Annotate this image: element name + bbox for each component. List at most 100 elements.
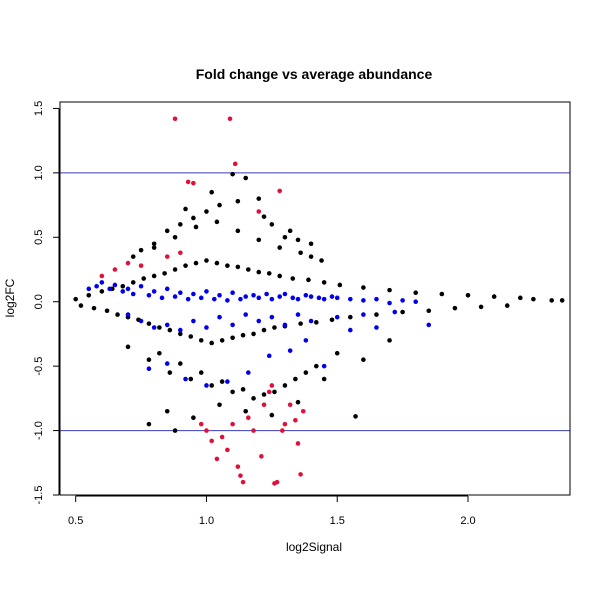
data-point: [243, 312, 248, 317]
data-point: [91, 305, 97, 311]
data-point: [282, 322, 288, 328]
data-point: [204, 209, 209, 214]
data-point: [314, 320, 319, 325]
data-point: [225, 379, 230, 384]
data-point: [230, 322, 235, 328]
data-point: [298, 250, 303, 256]
reference-lines: [60, 172, 570, 432]
data-point: [298, 472, 303, 477]
data-point: [125, 312, 131, 317]
data-point: [426, 322, 432, 328]
data-point: [225, 447, 230, 453]
data-point: [157, 350, 162, 356]
data-point: [191, 415, 196, 420]
data-point: [251, 428, 256, 433]
data-point: [172, 267, 178, 272]
data-point: [188, 334, 194, 339]
data-point: [439, 291, 445, 297]
data-point: [269, 296, 275, 302]
data-point: [264, 291, 269, 297]
data-point: [230, 335, 235, 341]
data-point: [293, 376, 298, 382]
data-point: [178, 331, 183, 337]
data-point: [230, 171, 235, 177]
data-point: [125, 344, 131, 350]
data-point: [269, 383, 275, 388]
data-point: [261, 214, 267, 219]
data-point: [151, 325, 157, 330]
data-point: [559, 298, 565, 303]
data-point: [235, 228, 241, 234]
y-axis: -1.5 -1.0 -0.5 0.0 0.5 1.0 1.5: [33, 101, 60, 504]
data-point: [531, 296, 536, 302]
x-tick-label: 1.0: [199, 515, 214, 527]
data-point: [272, 325, 277, 330]
data-point: [138, 283, 144, 289]
data-point: [198, 338, 204, 343]
data-point: [185, 296, 191, 302]
data-point: [151, 241, 157, 247]
data-point: [178, 290, 183, 296]
data-point: [204, 325, 209, 330]
data-point: [282, 421, 288, 427]
data-point: [334, 350, 340, 356]
data-point: [277, 294, 282, 299]
data-point: [73, 296, 78, 302]
data-point: [319, 258, 324, 263]
data-point: [204, 258, 209, 263]
data-point: [256, 196, 262, 201]
y-tick-label: 0.5: [33, 230, 45, 245]
data-point: [256, 318, 262, 324]
data-point: [204, 383, 209, 388]
data-point: [172, 428, 178, 433]
data-point: [287, 402, 293, 408]
data-point: [504, 303, 510, 308]
data-point: [329, 294, 335, 299]
data-point: [167, 327, 173, 333]
data-point: [387, 300, 392, 306]
data-point: [321, 363, 327, 369]
data-point: [188, 376, 194, 382]
data-point: [478, 304, 484, 310]
data-point: [308, 294, 314, 299]
data-point: [120, 283, 126, 289]
data-point: [251, 396, 256, 401]
data-point: [400, 309, 405, 315]
data-point: [277, 188, 282, 194]
data-point: [361, 285, 366, 290]
data-point: [214, 219, 220, 225]
data-point: [308, 254, 314, 259]
data-point: [413, 290, 418, 296]
data-point: [183, 206, 188, 212]
data-point: [413, 299, 418, 305]
data-point: [164, 322, 170, 328]
data-point: [78, 303, 84, 308]
data-point: [282, 291, 288, 297]
data-point: [164, 408, 170, 414]
data-point: [212, 296, 217, 302]
data-point: [295, 441, 301, 446]
data-point: [387, 338, 392, 343]
data-point: [230, 389, 235, 395]
y-tick-label: -0.5: [33, 357, 45, 376]
data-point: [246, 267, 251, 272]
data-point: [167, 370, 173, 375]
data-point: [361, 312, 366, 317]
data-point: [374, 296, 379, 302]
data-point: [99, 273, 105, 279]
data-point: [261, 327, 267, 333]
data-point: [225, 298, 230, 303]
x-tick-label: 0.5: [68, 515, 83, 527]
data-point: [452, 305, 458, 311]
data-point: [235, 264, 241, 270]
data-point: [130, 291, 136, 297]
data-point: [219, 434, 225, 440]
data-point: [491, 294, 497, 299]
data-point: [183, 376, 188, 382]
data-point: [261, 402, 267, 408]
data-point: [178, 327, 183, 333]
chart-title: Fold change vs average abundance: [196, 66, 433, 82]
data-point: [104, 308, 110, 314]
data-point: [348, 296, 353, 302]
data-point: [277, 273, 282, 279]
